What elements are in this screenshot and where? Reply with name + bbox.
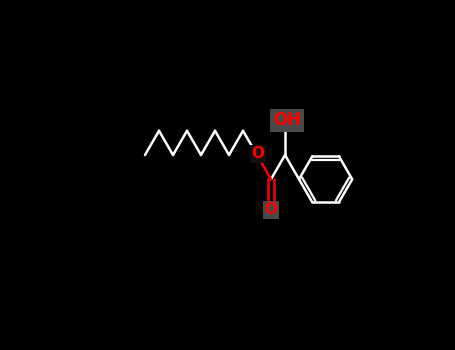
Text: O: O [264, 202, 278, 217]
Text: OH: OH [273, 111, 301, 129]
Text: O: O [252, 147, 264, 161]
